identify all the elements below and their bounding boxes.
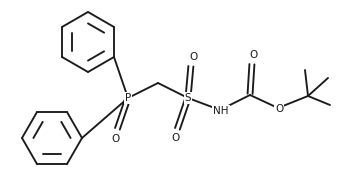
Text: O: O <box>275 104 283 114</box>
Text: O: O <box>171 133 179 143</box>
Text: NH: NH <box>213 106 229 116</box>
Text: O: O <box>189 52 197 62</box>
Text: O: O <box>250 50 258 60</box>
Text: S: S <box>185 93 191 103</box>
Text: P: P <box>125 93 131 103</box>
Text: O: O <box>112 134 120 144</box>
